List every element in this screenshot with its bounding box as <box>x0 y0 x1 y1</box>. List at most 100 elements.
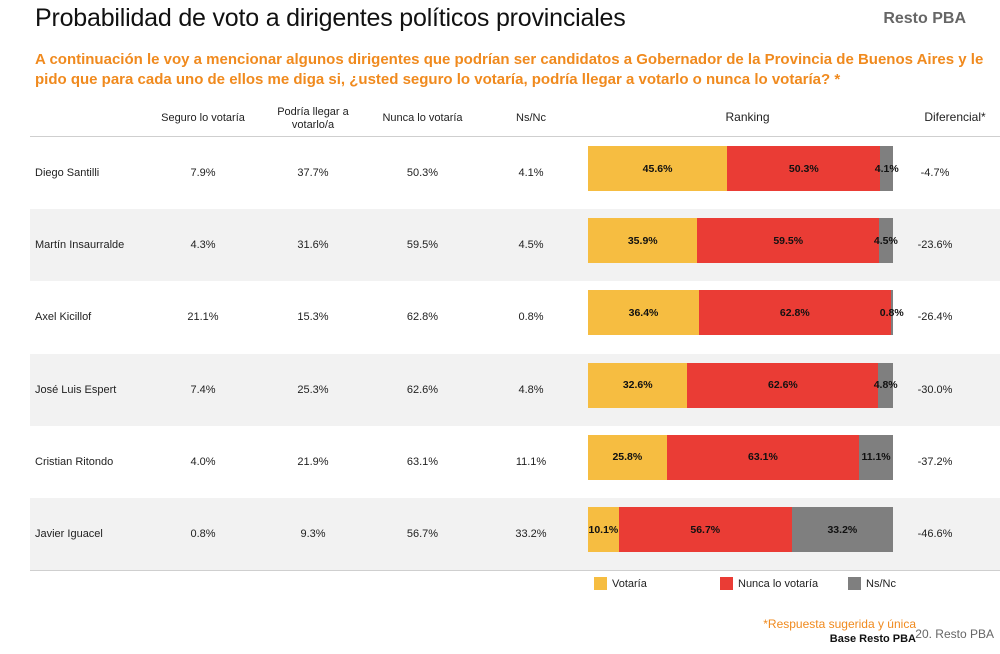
bar-label-nunca: 56.7% <box>690 523 721 536</box>
bar-segment-votaria <box>588 362 688 408</box>
table-row: Javier Iguacel 0.8% 9.3% 56.7% 33.2% -46.6% 10… <box>30 498 1000 570</box>
legend-label-nsnc: Ns/Nc <box>866 577 896 590</box>
ranking-bar: 36.4% 62.8% 0.8% <box>588 290 904 336</box>
col-header-diferencial: Diferencial* <box>924 110 986 124</box>
bar-label-nunca: 59.5% <box>773 234 804 247</box>
bar-label-nunca: 62.6% <box>767 379 798 392</box>
bar-segment-nunca <box>727 146 881 191</box>
bar-label-nunca: 50.3% <box>788 162 819 175</box>
bar-label-votaria: 36.4% <box>628 306 659 319</box>
table-bottom-divider <box>30 570 1000 571</box>
cell-podria: 25.3% <box>297 383 329 396</box>
legend-label-votaria: Votaría <box>612 577 647 590</box>
col-header-ranking: Ranking <box>725 110 770 124</box>
cell-diferencial: -37.2% <box>917 455 953 468</box>
region-label: Resto PBA <box>883 10 966 27</box>
cell-diferencial: -30.0% <box>917 383 953 396</box>
col-header-nunca: Nunca lo votaría <box>382 112 463 124</box>
row-name: José Luis Espert <box>35 383 117 396</box>
footnote: *Respuesta sugerida y única <box>763 617 916 631</box>
bar-segment-nunca <box>699 290 891 336</box>
col-header-podria: Podría llegar a votarlo/a <box>277 106 349 131</box>
bar-segment-nsnc <box>878 218 893 264</box>
bar-label-votaria: 10.1% <box>588 523 619 536</box>
bar-segment-nunca <box>697 218 879 264</box>
cell-seguro: 7.9% <box>190 167 216 179</box>
cell-seguro: 21.1% <box>187 311 219 324</box>
row-name: Diego Santilli <box>35 167 100 179</box>
cell-seguro: 4.3% <box>190 239 216 252</box>
bar-label-nsnc: 11.1% <box>861 451 891 464</box>
bar-segment-nunca <box>687 362 879 408</box>
legend-nunca: Nunca lo votaría <box>720 577 818 590</box>
bar-segment-votaria <box>588 146 728 191</box>
cell-nsnc: 4.5% <box>518 239 544 252</box>
table-row: Martín Insaurralde 4.3% 31.6% 59.5% 4.5% -23.… <box>30 209 1000 282</box>
row-name: Axel Kicillof <box>35 311 92 324</box>
cell-nunca: 59.5% <box>406 239 439 252</box>
bar-segment-nsnc <box>878 362 893 408</box>
cell-diferencial: -4.7% <box>920 167 950 179</box>
cell-nunca: 50.3% <box>406 167 439 179</box>
bar-segment-nsnc <box>791 507 893 552</box>
legend-swatch-nsnc <box>848 577 861 590</box>
cell-podria: 9.3% <box>300 528 326 540</box>
cell-podria: 31.6% <box>297 239 329 252</box>
cell-nunca: 62.8% <box>406 311 439 324</box>
cell-nsnc: 4.1% <box>518 167 544 179</box>
cell-nunca: 63.1% <box>406 455 439 468</box>
legend-swatch-votaria <box>594 577 607 590</box>
col-header-nsnc: Ns/Nc <box>516 112 546 124</box>
ranking-bar: 45.6% 50.3% 4.1% <box>588 146 899 191</box>
table-row: José Luis Espert 7.4% 25.3% 62.6% 4.8% -30.0%… <box>30 353 1000 426</box>
ranking-bar: 25.8% 63.1% 11.1% <box>588 434 893 480</box>
cell-podria: 37.7% <box>297 167 329 179</box>
bar-label-nsnc: 4.5% <box>873 234 898 247</box>
bar-label-nunca: 62.8% <box>779 306 810 319</box>
cell-nsnc: 4.8% <box>518 383 544 396</box>
bar-label-nsnc: 33.2% <box>827 523 858 536</box>
cell-seguro: 4.0% <box>190 455 216 468</box>
bar-segment-votaria <box>588 507 619 552</box>
legend-votaria: Votaría <box>594 577 647 590</box>
table-row: Axel Kicillof 21.1% 15.3% 62.8% 0.8% -26.4% 36… <box>30 281 1000 353</box>
table-row: Diego Santilli 7.9% 37.7% 50.3% 4.1% -4.7% 45.… <box>30 137 1000 209</box>
bar-segment-nsnc <box>859 434 893 480</box>
cell-nunca: 62.6% <box>406 383 439 396</box>
bar-label-nsnc: 4.1% <box>874 162 899 175</box>
col-header-seguro: Seguro lo votaría <box>161 112 245 124</box>
cell-diferencial: -23.6% <box>917 239 953 252</box>
bar-segment-nunca <box>618 507 792 552</box>
cell-podria: 21.9% <box>297 455 329 468</box>
legend-nsnc: Ns/Nc <box>848 577 896 590</box>
bar-segment-votaria <box>588 434 667 480</box>
cell-seguro: 0.8% <box>190 528 216 540</box>
ranking-bar: 35.9% 59.5% 4.5% <box>588 218 898 264</box>
row-name: Cristian Ritondo <box>35 455 114 468</box>
bar-segment-nunca <box>666 434 860 480</box>
row-name: Javier Iguacel <box>35 528 103 540</box>
cell-nsnc: 0.8% <box>518 311 544 324</box>
ranking-bar: 10.1% 56.7% 33.2% <box>588 507 893 552</box>
cell-diferencial: -46.6% <box>917 528 953 540</box>
bar-segment-votaria <box>588 290 700 336</box>
bar-label-votaria: 35.9% <box>627 234 658 247</box>
legend-label-nunca: Nunca lo votaría <box>738 577 819 590</box>
bar-segment-nsnc <box>890 290 893 336</box>
bar-segment-nsnc <box>880 146 893 191</box>
base-label: Base Resto PBA <box>829 633 916 645</box>
cell-nunca: 56.7% <box>406 528 439 540</box>
bar-label-votaria: 45.6% <box>642 162 673 175</box>
bar-label-votaria: 25.8% <box>612 451 643 464</box>
row-name: Martín Insaurralde <box>35 239 125 252</box>
bar-label-nsnc: 4.8% <box>873 379 898 392</box>
cell-nsnc: 33.2% <box>515 528 547 540</box>
ranking-bar: 32.6% 62.6% 4.8% <box>588 362 898 408</box>
cell-diferencial: -26.4% <box>917 311 953 324</box>
bar-segment-votaria <box>588 218 698 264</box>
survey-question: A continuación le voy a mencionar alguno… <box>35 51 984 88</box>
cell-podria: 15.3% <box>297 311 329 324</box>
bar-label-nunca: 63.1% <box>748 451 778 464</box>
legend-swatch-nunca <box>720 577 733 590</box>
cell-nsnc: 11.1% <box>515 455 547 468</box>
